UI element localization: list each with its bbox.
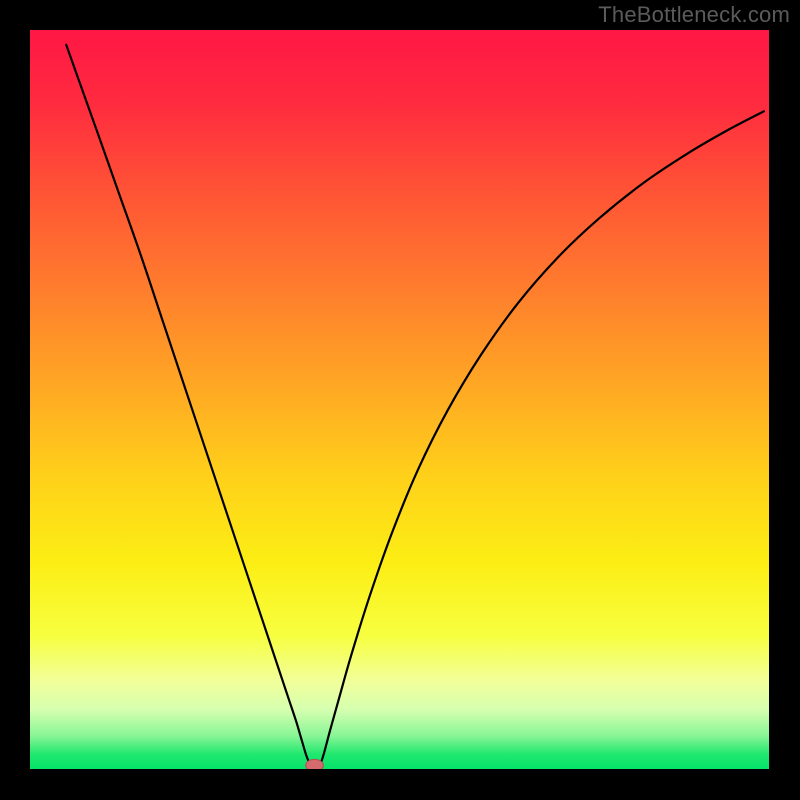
watermark-text: TheBottleneck.com (598, 2, 790, 28)
chart-svg (30, 30, 769, 769)
minimum-marker (306, 759, 324, 769)
plot-area (30, 30, 769, 769)
gradient-background (30, 30, 769, 769)
frame-border: TheBottleneck.com (0, 0, 800, 800)
